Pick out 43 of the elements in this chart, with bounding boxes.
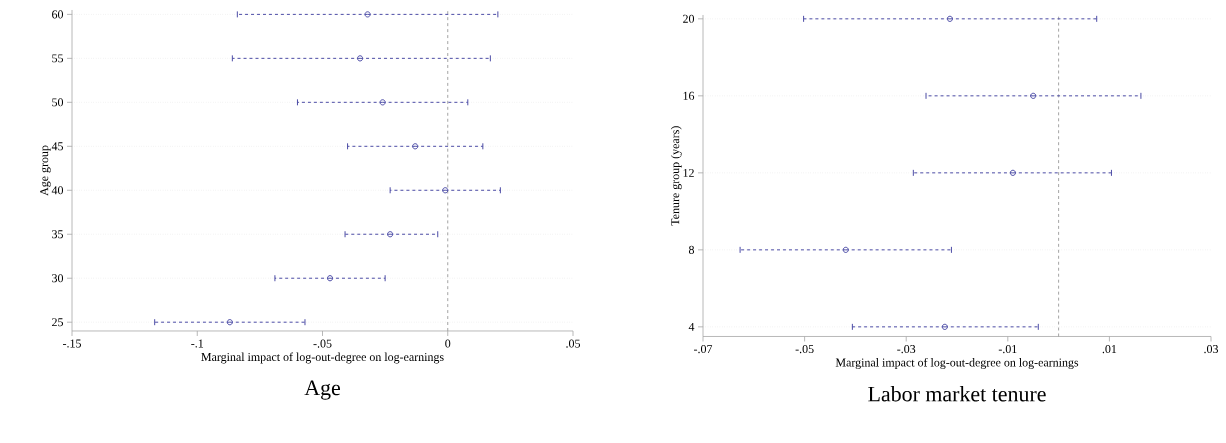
- x-tick-label: -.15: [62, 339, 82, 348]
- y-tick-label: 40: [51, 186, 64, 195]
- y-tick-label: 4: [688, 322, 695, 331]
- y-tick-label: 12: [683, 168, 694, 177]
- point: [1030, 92, 1037, 99]
- y-axis-title: Age group: [40, 145, 51, 196]
- y-tick-label: 50: [52, 98, 64, 107]
- point: [379, 99, 386, 106]
- y-tick-label: 30: [52, 274, 64, 283]
- y-tick-label: 16: [683, 91, 695, 100]
- text: Labor market tenure: [868, 386, 1046, 402]
- point: [941, 323, 948, 330]
- text: Age: [304, 380, 341, 400]
- point: [356, 55, 364, 62]
- x-tick-label: .01: [1102, 345, 1117, 354]
- x-tick-label: -.05: [313, 339, 332, 348]
- y-tick-label: 25: [52, 318, 64, 327]
- x-tick-label: -.03: [897, 345, 916, 354]
- point: [412, 143, 419, 150]
- x-axis-title: Marginal impact of log-out-degree on log-earnings: [201, 352, 444, 364]
- point: [226, 319, 233, 326]
- x-axis-title: Marginal impact of log-out-degree on log-earnings: [835, 357, 1079, 369]
- point: [946, 15, 953, 22]
- x-tick-label: -.1: [191, 339, 204, 348]
- x-tick-label: 0: [445, 339, 451, 348]
- point: [442, 187, 449, 194]
- y-tick-label: 55: [52, 54, 64, 63]
- point: [326, 275, 334, 282]
- y-axis-title: Tenure group (years): [670, 126, 682, 226]
- x-tick-label: .03: [1204, 345, 1219, 354]
- point: [1009, 169, 1016, 176]
- point: [842, 246, 849, 253]
- point: [364, 11, 371, 18]
- y-tick-label: 20: [683, 14, 695, 23]
- x-tick-label: -.07: [693, 345, 713, 354]
- point: [387, 231, 394, 238]
- x-tick-label: -.05: [795, 345, 814, 354]
- x-tick-label: -.01: [998, 345, 1017, 354]
- y-tick-label: 45: [51, 142, 64, 151]
- y-tick-label: 35: [52, 230, 64, 239]
- y-tick-label: 8: [688, 245, 695, 254]
- y-tick-label: 60: [52, 10, 64, 19]
- x-tick-label: .05: [566, 339, 581, 348]
